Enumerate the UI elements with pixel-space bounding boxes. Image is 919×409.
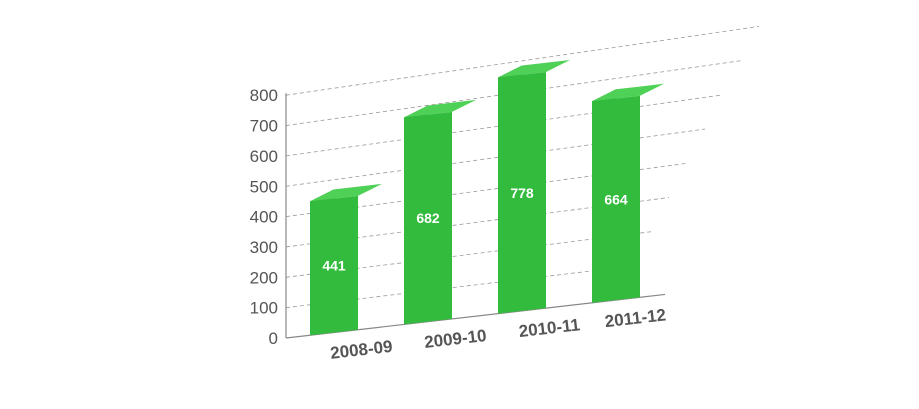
bar-top-face (592, 83, 664, 102)
bar-2009-10: 682 (404, 99, 476, 325)
bar-2011-12: 664 (592, 83, 664, 303)
y-tick-label: 400 (250, 208, 278, 227)
bar-front-face (592, 95, 640, 303)
gridline (285, 26, 760, 96)
bar-front-face (404, 111, 452, 325)
bar-top-face (310, 183, 382, 202)
y-tick-label: 800 (250, 86, 278, 105)
bar-2010-11: 778 (498, 59, 570, 314)
bar-front-face (498, 71, 546, 314)
data-label: 664 (604, 191, 628, 207)
y-tick-label: 500 (250, 177, 278, 196)
y-tick-label: 600 (250, 147, 278, 166)
data-label: 441 (322, 258, 346, 274)
y-axis-ticks: 0 100 200 300 400 500 600 700 800 (250, 86, 278, 348)
data-label: 778 (510, 185, 534, 201)
bar-top-face (498, 59, 570, 78)
x-tick-label: 2008-09 (329, 337, 393, 363)
x-tick-label: 2011-12 (604, 305, 667, 331)
x-tick-label: 2009-10 (423, 326, 487, 352)
y-tick-label: 700 (250, 117, 278, 136)
bar-front-face (310, 195, 358, 336)
data-label: 682 (416, 210, 440, 226)
bars: 441 682 778 664 (310, 59, 664, 336)
gridline (285, 128, 706, 187)
gridline (285, 231, 652, 278)
y-tick-label: 300 (250, 238, 278, 257)
y-tick-label: 100 (250, 299, 278, 318)
bar-2008-09: 441 (310, 183, 382, 336)
y-tick-label: 200 (250, 268, 278, 287)
bar-top-face (404, 99, 476, 118)
x-tick-label: 2010-11 (518, 315, 581, 341)
y-tick-label: 0 (269, 329, 278, 348)
